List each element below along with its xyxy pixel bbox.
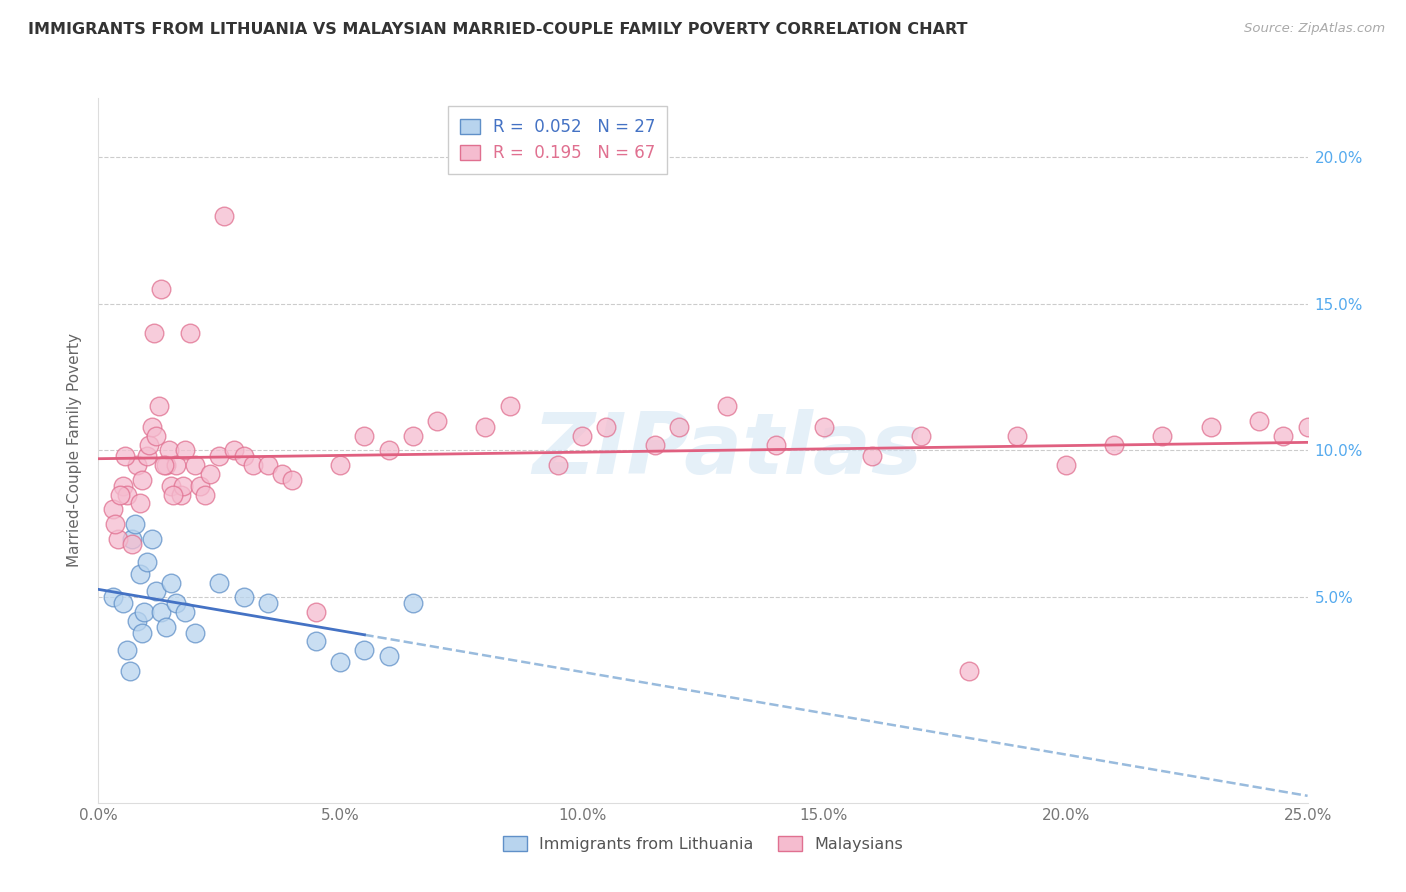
Point [104,516,127,531]
Point [152,458,174,472]
Point [174,443,197,458]
Point [208,575,231,590]
Point [108,487,131,501]
Point [547,458,569,472]
Point [329,458,352,472]
Point [141,420,163,434]
Point [127,458,149,472]
Point [179,326,201,340]
Point [131,473,153,487]
Point [117,487,139,501]
Point [118,664,141,678]
Point [498,400,520,414]
Point [474,420,496,434]
Point [150,605,173,619]
Point [910,429,932,443]
Point [1296,420,1319,434]
Point [1054,458,1077,472]
Point [145,429,167,443]
Point [134,605,156,619]
Point [402,429,425,443]
Point [232,591,254,605]
Point [117,643,139,657]
Point [198,467,221,481]
Point [1199,420,1222,434]
Point [135,450,157,464]
Text: Source: ZipAtlas.com: Source: ZipAtlas.com [1244,22,1385,36]
Point [1272,429,1295,443]
Point [160,575,183,590]
Point [426,414,449,428]
Point [765,437,787,451]
Point [377,443,399,458]
Point [222,443,245,458]
Point [281,473,304,487]
Point [813,420,835,434]
Point [1249,414,1271,428]
Point [160,478,183,492]
Point [271,467,294,481]
Point [107,532,129,546]
Point [571,429,593,443]
Point [184,458,207,472]
Point [1152,429,1174,443]
Text: IMMIGRANTS FROM LITHUANIA VS MALAYSIAN MARRIED-COUPLE FAMILY POVERTY CORRELATION: IMMIGRANTS FROM LITHUANIA VS MALAYSIAN M… [28,22,967,37]
Point [329,655,352,669]
Point [860,450,883,464]
Point [188,478,211,492]
Point [162,487,184,501]
Point [232,450,254,464]
Point [101,502,124,516]
Point [595,420,617,434]
Point [1102,437,1125,451]
Text: ZIPatlas: ZIPatlas [531,409,922,492]
Point [150,282,173,296]
Point [155,619,177,633]
Point [957,664,980,678]
Point [121,532,143,546]
Point [184,625,207,640]
Point [172,478,194,492]
Point [305,634,328,648]
Point [668,420,690,434]
Point [143,326,166,340]
Point [157,443,180,458]
Point [111,478,134,492]
Point [377,648,399,663]
Point [141,532,163,546]
Point [716,400,738,414]
Y-axis label: Married-Couple Family Poverty: Married-Couple Family Poverty [67,334,83,567]
Point [174,605,197,619]
Point [138,437,160,451]
Point [128,496,150,510]
Point [242,458,264,472]
Point [402,596,425,610]
Point [128,566,150,581]
Point [212,209,235,223]
Point [127,614,149,628]
Point [111,596,134,610]
Point [644,437,666,451]
Point [114,450,136,464]
Point [101,591,124,605]
Point [121,537,143,551]
Point [145,584,167,599]
Point [353,429,375,443]
Point [194,487,217,501]
Point [148,400,170,414]
Point [124,516,146,531]
Point [131,625,153,640]
Point [155,458,177,472]
Point [305,605,328,619]
Point [1007,429,1029,443]
Point [256,596,278,610]
Point [256,458,278,472]
Point [208,450,231,464]
Point [165,596,187,610]
Legend: Immigrants from Lithuania, Malaysians: Immigrants from Lithuania, Malaysians [496,830,910,858]
Point [135,555,157,569]
Point [165,458,187,472]
Point [353,643,375,657]
Point [169,487,191,501]
